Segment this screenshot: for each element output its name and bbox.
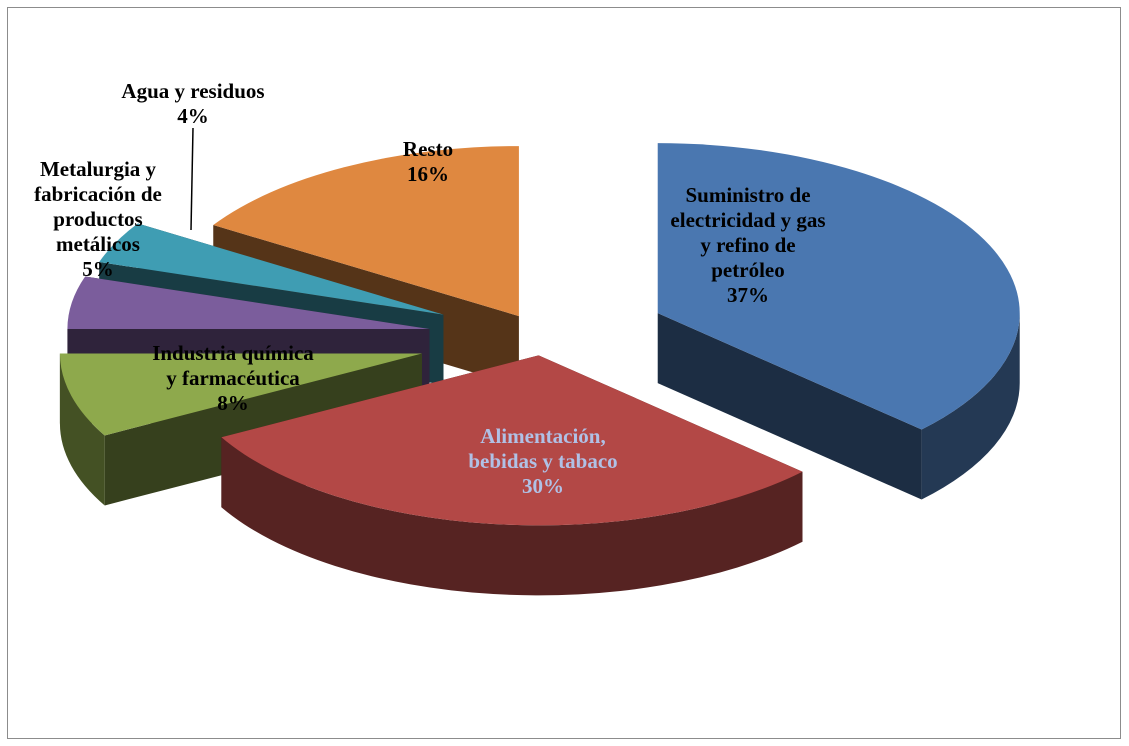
slice-label-3-1: fabricación de bbox=[34, 182, 162, 206]
slice-label-1-1: bebidas y tabaco bbox=[468, 449, 617, 473]
slice-end-wall-0 bbox=[657, 313, 922, 500]
slice-percent-0-4: 37% bbox=[727, 283, 769, 307]
pie-slice-2 bbox=[59, 353, 422, 436]
slice-label-1-0: Alimentación, bbox=[480, 424, 605, 448]
slice-label-0-3: petróleo bbox=[711, 258, 784, 282]
slice-label-3-3: metálicos bbox=[56, 232, 140, 256]
slice-label-4-0: Agua y residuos bbox=[121, 79, 264, 103]
slice-label-2-1: y farmacéutica bbox=[166, 366, 300, 390]
pie-slice-4 bbox=[99, 223, 444, 315]
slice-label-0-2: y refino de bbox=[700, 233, 795, 257]
slice-outer-wall-1 bbox=[221, 437, 803, 596]
pie-slice-0 bbox=[657, 143, 1020, 430]
slice-label-3-2: productos bbox=[53, 207, 142, 231]
slice-outer-wall-2 bbox=[59, 353, 105, 506]
slice-label-0-1: electricidad y gas bbox=[670, 208, 825, 232]
slice-label-3-0: Metalurgia y bbox=[40, 157, 157, 181]
slice-outer-wall-0 bbox=[921, 313, 1020, 500]
slice-percent-1-2: 30% bbox=[522, 474, 564, 498]
pie-slice-3 bbox=[67, 276, 430, 330]
chart-area: Suministro de electricidad y gas y refino … bbox=[7, 7, 1121, 739]
slice-percent-5-1: 16% bbox=[407, 162, 449, 186]
slice-percent-2-2: 8% bbox=[217, 391, 249, 415]
slice-label-0-0: Suministro de bbox=[685, 183, 810, 207]
leader-line bbox=[190, 127, 194, 231]
slice-percent-3-4: 5% bbox=[82, 257, 114, 281]
slice-tops bbox=[59, 143, 1020, 526]
slice-label-2-0: Industria química bbox=[152, 341, 314, 365]
slice-percent-4-1: 4% bbox=[177, 104, 209, 128]
pie-slice-5 bbox=[213, 146, 519, 317]
pie-slice-1 bbox=[221, 355, 803, 526]
slice-label-5-0: Resto bbox=[403, 137, 453, 161]
